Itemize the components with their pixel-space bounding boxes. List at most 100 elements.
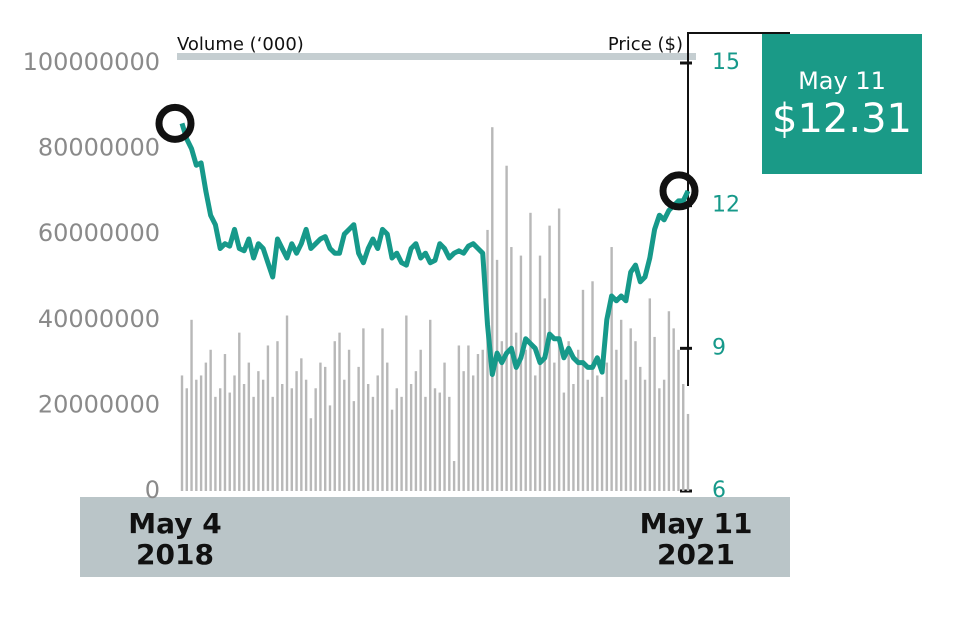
- volume-bar: [266, 345, 270, 491]
- volume-bar: [390, 409, 394, 491]
- volume-bar: [285, 315, 289, 491]
- volume-bar: [433, 388, 437, 491]
- volume-bar: [281, 384, 284, 491]
- volume-bar: [581, 289, 585, 491]
- volume-bar: [667, 311, 671, 491]
- volume-bar: [309, 418, 313, 491]
- volume-bar: [347, 349, 351, 491]
- x-end-date: May 11: [640, 507, 753, 540]
- volume-bar: [596, 375, 599, 491]
- volume-bar: [648, 298, 652, 491]
- volume-bar: [419, 349, 422, 491]
- volume-bar: [257, 371, 260, 491]
- volume-bar: [362, 328, 365, 491]
- volume-bar: [572, 384, 575, 491]
- volume-bar: [214, 396, 217, 491]
- volume-bar: [672, 328, 675, 491]
- volume-bar: [534, 375, 537, 491]
- volume-bar: [328, 405, 332, 491]
- volume-bar: [643, 379, 647, 491]
- y2-tick-label: 15: [712, 50, 740, 75]
- volume-bar: [557, 208, 561, 491]
- volume-bar: [218, 388, 222, 491]
- y-tick-label: 100000000: [23, 48, 160, 76]
- volume-bar: [271, 396, 274, 491]
- volume-bar: [624, 379, 628, 491]
- volume-bar: [429, 319, 432, 491]
- volume-bar: [562, 392, 566, 491]
- volume-bar: [319, 362, 322, 491]
- y2-axis-label: Price ($): [608, 34, 683, 55]
- volume-bar: [228, 392, 231, 491]
- volume-bar: [495, 259, 499, 491]
- volume-bar: [505, 165, 508, 491]
- price-marker: [155, 103, 195, 143]
- volume-bar: [510, 247, 513, 491]
- price-marker: [659, 171, 699, 211]
- volume-bar: [682, 384, 685, 491]
- callout-box: [762, 34, 922, 174]
- volume-bar: [600, 396, 604, 491]
- price-line: [179, 122, 691, 377]
- volume-bar: [591, 281, 594, 491]
- volume-bar: [605, 362, 609, 491]
- volume-bar: [629, 328, 632, 491]
- volume-bar: [409, 384, 413, 491]
- volume-bar: [639, 366, 642, 491]
- volume-bar: [204, 362, 208, 491]
- volume-bar: [376, 375, 379, 491]
- volume-bar: [662, 379, 666, 491]
- volume-bar: [371, 396, 375, 491]
- volume-bar: [443, 362, 446, 491]
- volume-bar: [209, 349, 212, 491]
- volume-bar: [290, 388, 293, 491]
- volume-bar: [686, 413, 690, 491]
- x-start-date: May 4: [128, 507, 221, 540]
- volume-bar: [400, 396, 403, 491]
- volume-bar: [195, 379, 198, 491]
- volume-bar: [352, 401, 356, 491]
- y-axis-label: Volume (‘000): [177, 34, 304, 55]
- volume-bar: [529, 212, 532, 492]
- volume-bar: [190, 319, 193, 491]
- volume-bar: [467, 345, 470, 491]
- volume-bar: [452, 461, 456, 491]
- volume-bar: [438, 392, 441, 491]
- volume-bar: [476, 354, 480, 491]
- volume-bar: [199, 375, 203, 491]
- header-rule: [177, 53, 696, 60]
- volume-bar: [524, 349, 527, 491]
- volume-bar: [324, 366, 327, 491]
- volume-bar: [386, 362, 389, 491]
- volume-bar: [242, 384, 246, 491]
- volume-bar: [276, 341, 279, 491]
- volume-bar: [381, 328, 384, 491]
- x-axis-band: [80, 497, 790, 577]
- y-tick-label: 0: [145, 476, 160, 504]
- volume-bar: [261, 379, 265, 491]
- y2-tick-label: 6: [712, 478, 726, 503]
- volume-bar: [338, 332, 341, 491]
- y2-tick-label: 12: [712, 193, 740, 218]
- volume-bar: [553, 362, 556, 491]
- volume-bar: [304, 379, 308, 491]
- volume-bar: [538, 255, 542, 491]
- volume-bar: [252, 396, 255, 491]
- y2-tick-label: 9: [712, 335, 726, 360]
- volume-bar: [238, 332, 241, 491]
- volume-bar: [457, 345, 461, 491]
- volume-bar: [567, 341, 570, 491]
- volume-bar: [405, 315, 408, 491]
- y-tick-label: 40000000: [38, 305, 160, 333]
- callout-price: $12.31: [772, 96, 912, 142]
- volume-bar: [233, 375, 236, 491]
- volume-bar: [357, 366, 360, 491]
- volume-bar: [471, 375, 475, 491]
- y-tick-label: 20000000: [38, 390, 160, 418]
- volume-bar: [424, 396, 427, 491]
- volume-bar: [395, 388, 399, 491]
- volume-bar: [634, 341, 637, 491]
- volume-bar: [185, 388, 188, 491]
- volume-bar: [481, 349, 484, 491]
